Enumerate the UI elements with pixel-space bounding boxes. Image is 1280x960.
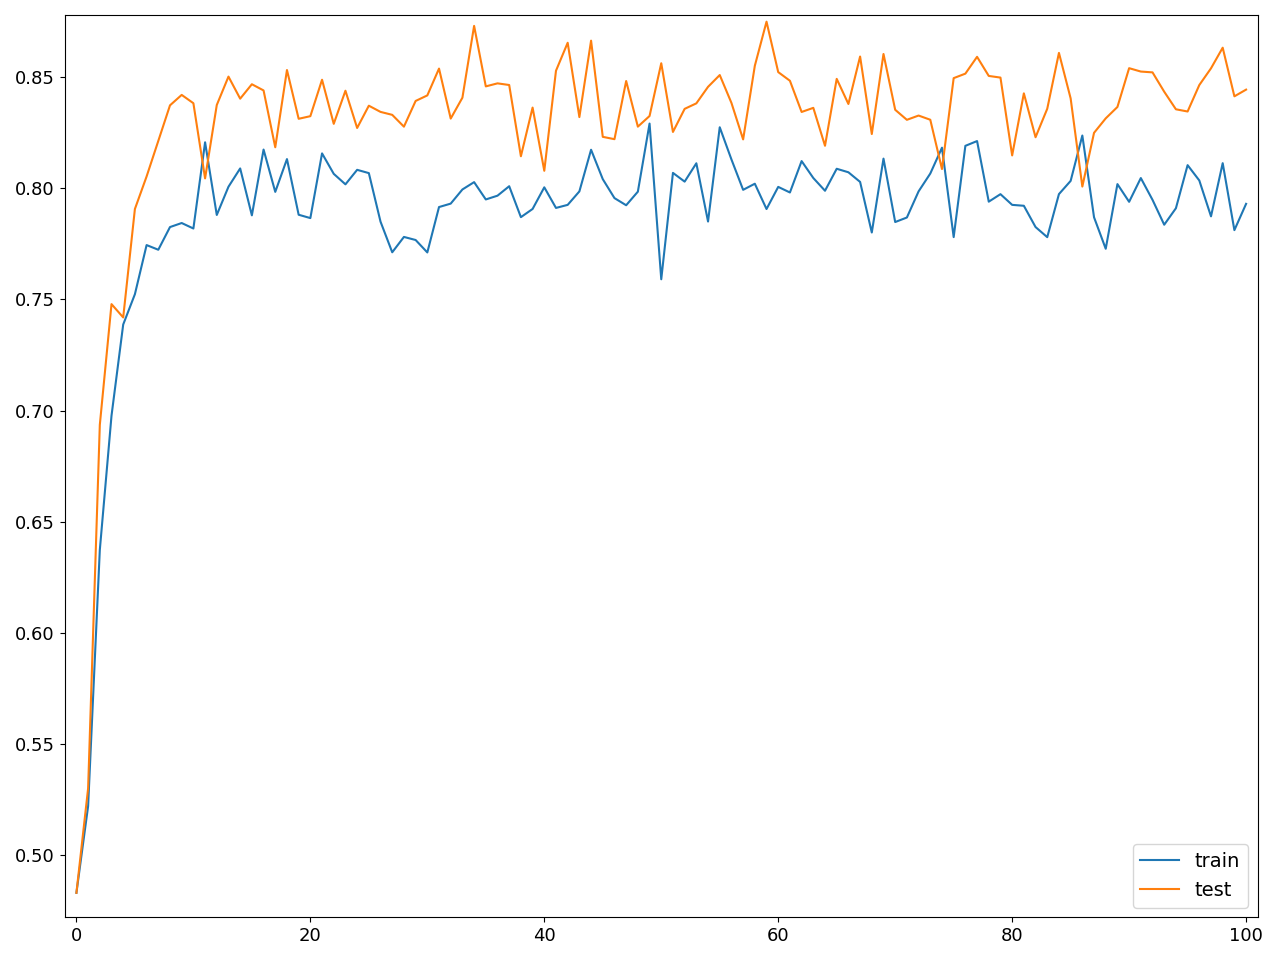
train: [957, 140, 973, 152]
Legend: train, test: train, test: [1133, 844, 1248, 907]
train: [607, 192, 622, 204]
test: [69, 887, 84, 899]
test: [151, 135, 166, 147]
test: [361, 100, 376, 111]
Line: train: train: [77, 124, 1247, 893]
train: [361, 167, 376, 179]
test: [957, 68, 973, 80]
train: [782, 187, 797, 199]
Line: test: test: [77, 22, 1247, 893]
train: [1239, 198, 1254, 209]
train: [900, 212, 915, 224]
test: [607, 133, 622, 145]
test: [782, 75, 797, 86]
test: [759, 16, 774, 28]
train: [69, 887, 84, 899]
test: [900, 114, 915, 126]
train: [151, 244, 166, 255]
train: [641, 118, 657, 130]
test: [1239, 84, 1254, 95]
